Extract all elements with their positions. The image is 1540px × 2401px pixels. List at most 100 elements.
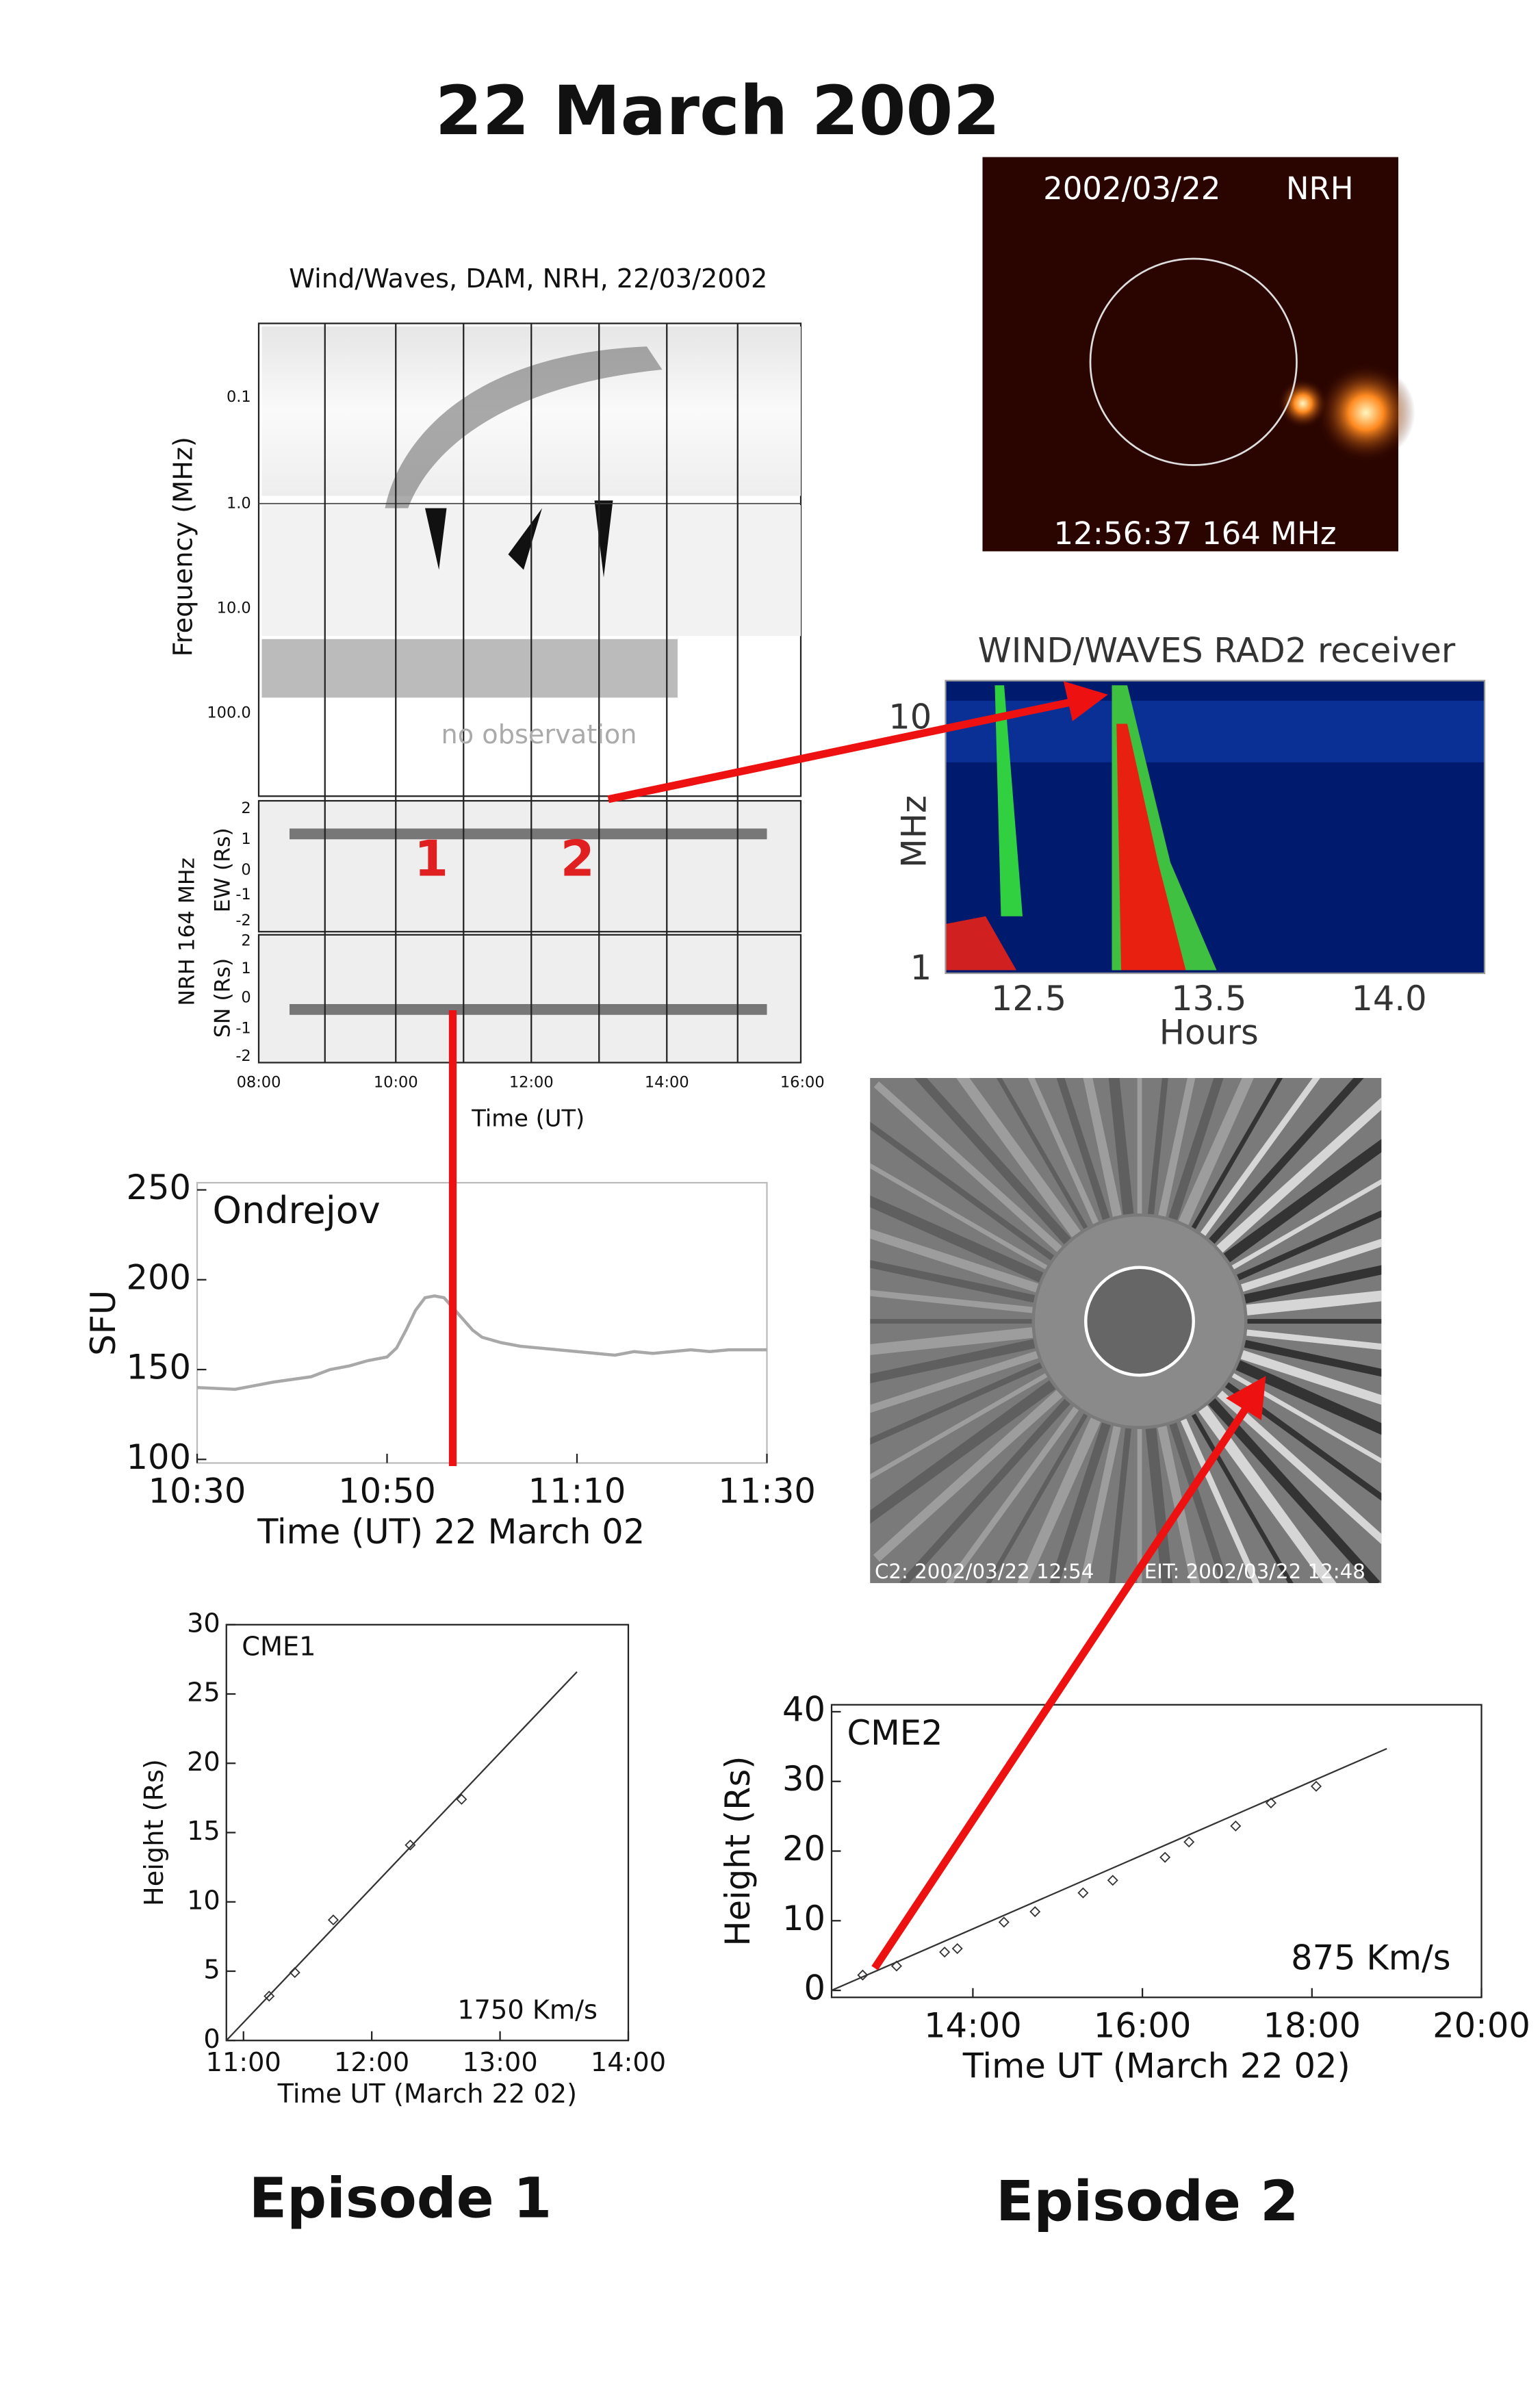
streamer — [1027, 1078, 1099, 1224]
y-tick-label: 10.0 — [217, 599, 251, 617]
y-tick-label: -1 — [235, 886, 251, 903]
y-tick-label: 1 — [241, 830, 251, 848]
y-tick-label: 25 — [187, 1678, 220, 1708]
image-label: 12:56:37 164 MHz — [1054, 515, 1337, 552]
connectors — [448, 681, 1266, 1970]
streamer — [873, 1389, 1063, 1562]
ew-trace — [290, 828, 767, 840]
ew-frame — [257, 799, 802, 933]
y-tick-label: 2 — [241, 799, 251, 817]
data-line — [196, 1294, 767, 1391]
data-point — [1107, 1875, 1118, 1886]
gap-lines — [324, 323, 739, 1063]
streamer — [1079, 1426, 1121, 1584]
image-label: NRH — [1286, 170, 1354, 207]
streamer — [1241, 1238, 1382, 1292]
data-point — [951, 1942, 963, 1955]
streamer — [870, 1260, 1036, 1303]
y-tick-label: 0 — [241, 861, 251, 879]
fit-line — [831, 1747, 1387, 1992]
streamer — [870, 1350, 1038, 1413]
panel-title: WIND/WAVES RAD2 receiver — [978, 631, 1456, 671]
x-tick-label: 11:30 — [718, 1472, 816, 1511]
x-tick-label: 10:00 — [374, 1073, 418, 1091]
streamers — [870, 1078, 1382, 1584]
episode-label: Episode 1 — [249, 2166, 552, 2231]
axis-label: Height (Rs) — [718, 1756, 758, 1946]
streamer — [1231, 1179, 1382, 1270]
panel-title: Wind/Waves, DAM, NRH, 22/03/2002 — [289, 264, 767, 294]
y-tick-label: 1 — [910, 948, 932, 988]
lasco-image: C2: 2002/03/22 12:54 EIT: 2002/03/22 12:… — [870, 1078, 1382, 1584]
data-point — [939, 1947, 951, 1958]
streamer — [1158, 1078, 1196, 1217]
streamer — [1217, 1390, 1382, 1545]
spectrogram-image — [261, 639, 678, 698]
axis-label: SFU — [84, 1290, 123, 1356]
burst — [945, 916, 1016, 971]
axis-label: SN (Rs) — [210, 958, 235, 1038]
image-label: EIT: 2002/03/22 12:48 — [1144, 1560, 1365, 1583]
streamer — [870, 1362, 1042, 1445]
streamer — [1083, 1078, 1122, 1217]
streamer — [870, 1121, 1055, 1261]
streamer — [1237, 1210, 1382, 1281]
streamer — [1223, 1139, 1382, 1263]
solar-disk — [1084, 1266, 1195, 1377]
streamer — [1244, 1265, 1382, 1304]
streamer — [1157, 1426, 1201, 1584]
data-point — [327, 1914, 339, 1926]
streamer — [1208, 1398, 1381, 1584]
x-tick-label: 13:00 — [462, 2047, 537, 2078]
streamer — [1169, 1422, 1229, 1584]
x-tick-label: 12:00 — [509, 1073, 554, 1091]
data-point — [456, 1793, 467, 1805]
connector — [871, 1399, 1254, 1970]
y-tick-label: 0 — [241, 989, 251, 1007]
y-tick-label: 1 — [241, 960, 251, 977]
image-label: 2002/03/22 — [1043, 170, 1220, 207]
x-tick-label: 12:00 — [334, 2047, 409, 2078]
streamer — [914, 1078, 1071, 1244]
plot-frame — [196, 1181, 768, 1464]
x-tick-label: 16:00 — [1094, 2005, 1192, 2045]
rad2-panel: WIND/WAVES RAD2 receiver MHz 10 1 12.5 1… — [888, 631, 1486, 1053]
y-tick-label: 40 — [782, 1689, 825, 1729]
y-tick-label: 10 — [187, 1885, 220, 1916]
axis-label: Time UT (March 22 02) — [277, 2079, 577, 2109]
x-tick-label: 16:00 — [780, 1073, 825, 1091]
data-point — [1159, 1851, 1171, 1863]
data-point — [1183, 1836, 1195, 1848]
x-tick-label: 13.5 — [1171, 979, 1246, 1018]
y-tick-label: 150 — [127, 1348, 191, 1387]
episode-marker: 1 — [414, 830, 448, 888]
streamer — [1246, 1329, 1382, 1350]
streamer — [1180, 1418, 1260, 1584]
data-point — [405, 1839, 416, 1851]
x-tick-label: 12.5 — [991, 979, 1066, 1018]
data-point — [289, 1967, 300, 1979]
streamer — [945, 1407, 1079, 1584]
axis-label: Height (Rs) — [139, 1759, 170, 1906]
y-tick-label: 10 — [782, 1899, 825, 1938]
streamer — [1108, 1078, 1134, 1215]
chart-title: Ondrejov — [213, 1189, 381, 1232]
axis-label: Time (UT) 22 March 02 — [257, 1512, 645, 1552]
y-tick-label: 15 — [187, 1816, 220, 1847]
axis-label: MHz — [894, 795, 934, 868]
streamer — [1168, 1078, 1224, 1220]
image — [982, 157, 1398, 552]
burst — [385, 346, 663, 509]
y-tick-label: -1 — [235, 1020, 251, 1038]
streamer — [899, 1398, 1070, 1584]
solar-limb — [1089, 257, 1298, 466]
annotation: no observation — [441, 719, 637, 750]
y-tick-label: -2 — [235, 1047, 251, 1065]
streamer — [955, 1078, 1081, 1237]
data-point — [998, 1916, 1010, 1928]
streamer — [870, 1380, 1056, 1524]
y-tick-label: 200 — [127, 1257, 191, 1297]
x-tick-label: 08:00 — [237, 1073, 281, 1091]
